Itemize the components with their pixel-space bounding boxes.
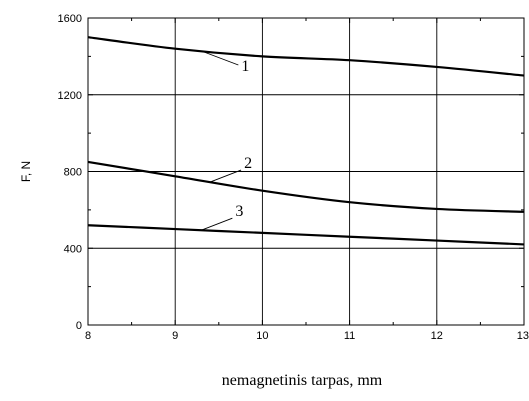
x-axis-label: nemagnetinis tarpas, mm <box>222 372 383 389</box>
series-label-2: 2 <box>244 155 252 172</box>
y-tick-labels: 0 400 800 1200 1600 <box>58 13 82 332</box>
series-line-3 <box>87 224 525 246</box>
series-line-1 <box>87 36 525 77</box>
series-leader-2 <box>209 169 242 183</box>
y-tick-label-400: 400 <box>64 243 82 255</box>
x-tick-label-11: 11 <box>344 330 355 342</box>
x-tick-label-9: 9 <box>172 330 178 342</box>
series-leader-1 <box>201 50 239 66</box>
x-tick-label-13: 13 <box>517 330 529 342</box>
series-label-1: 1 <box>241 58 249 75</box>
tick-marks <box>87 17 525 326</box>
series-labels: 1 2 3 <box>201 50 252 231</box>
y-tick-label-0: 0 <box>76 320 82 332</box>
x-tick-label-8: 8 <box>85 330 91 342</box>
x-tick-labels: 8 9 10 11 12 13 <box>85 330 529 342</box>
y-tick-label-800: 800 <box>64 167 82 179</box>
gridlines <box>88 18 524 325</box>
y-axis-label: F, N <box>19 161 33 182</box>
x-tick-label-12: 12 <box>431 330 443 342</box>
series-lines <box>87 36 525 246</box>
series-line-2 <box>87 160 525 213</box>
y-tick-label-1200: 1200 <box>58 90 82 102</box>
x-tick-label-10: 10 <box>256 330 268 342</box>
series-label-3: 3 <box>235 203 243 220</box>
y-tick-label-1600: 1600 <box>58 13 82 25</box>
series-leader-3 <box>201 217 233 231</box>
